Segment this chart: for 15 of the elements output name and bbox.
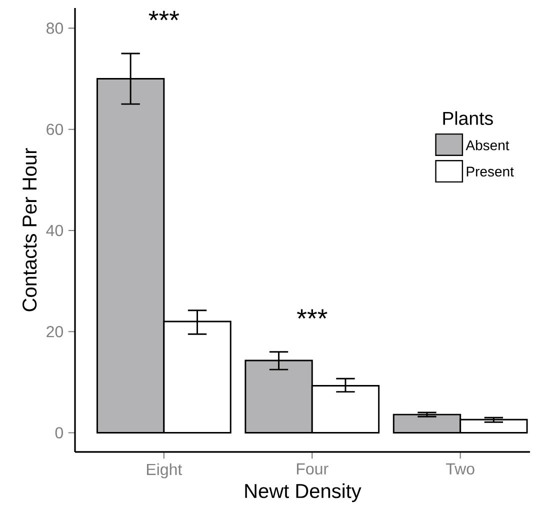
y-tick-label: 60 (46, 124, 64, 136)
y-axis-title: Contacts Per Hour (22, 148, 37, 312)
y-tick-label: 40 (46, 224, 64, 236)
legend-label: Absent (466, 140, 510, 150)
x-tick-label: Two (446, 463, 474, 475)
x-axis-title: Newt Density (245, 483, 362, 502)
legend-label: Present (466, 166, 514, 177)
annotation: *** (148, 10, 180, 20)
x-tick-label: Four (297, 463, 328, 475)
annotation: *** (297, 309, 328, 319)
x-tick-label: Eight (147, 463, 182, 478)
legend-title: Plants (443, 111, 493, 125)
y-tick-label: 0 (55, 427, 64, 438)
y-tick-label: 80 (46, 22, 64, 34)
y-tick-label: 20 (46, 326, 64, 338)
